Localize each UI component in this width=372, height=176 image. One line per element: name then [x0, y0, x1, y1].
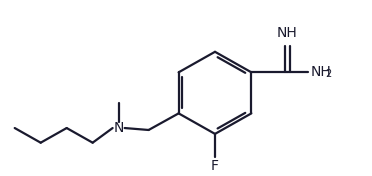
Text: N: N [113, 121, 124, 135]
Text: 2: 2 [326, 69, 331, 79]
Text: F: F [211, 159, 219, 173]
Text: NH: NH [310, 65, 331, 79]
Text: NH: NH [277, 26, 298, 40]
